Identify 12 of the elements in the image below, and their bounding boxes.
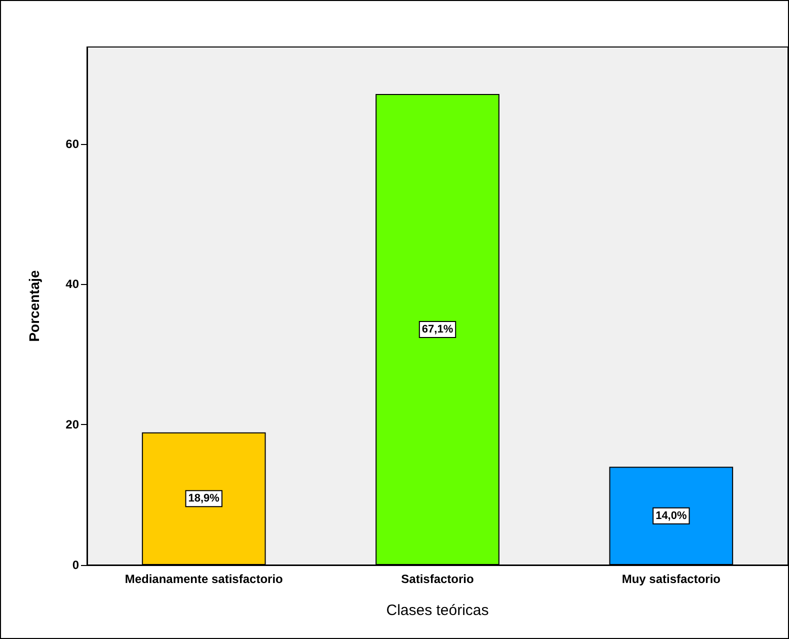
y-axis-title: Porcentaje <box>26 270 42 342</box>
y-tick-label: 0 <box>72 558 80 572</box>
data-label: 67,1% <box>422 324 454 336</box>
x-tick-label: Muy satisfactorio <box>622 572 721 586</box>
data-label: 14,0% <box>656 510 687 522</box>
x-axis-title: Clases teóricas <box>386 602 489 619</box>
y-tick-label: 20 <box>66 418 80 432</box>
x-tick-label: Satisfactorio <box>401 572 474 586</box>
y-tick-label: 60 <box>66 136 80 151</box>
y-tick-label: 40 <box>66 277 80 292</box>
x-tick-label: Medianamente satisfactorio <box>124 572 283 586</box>
data-label: 18,9% <box>188 492 220 505</box>
